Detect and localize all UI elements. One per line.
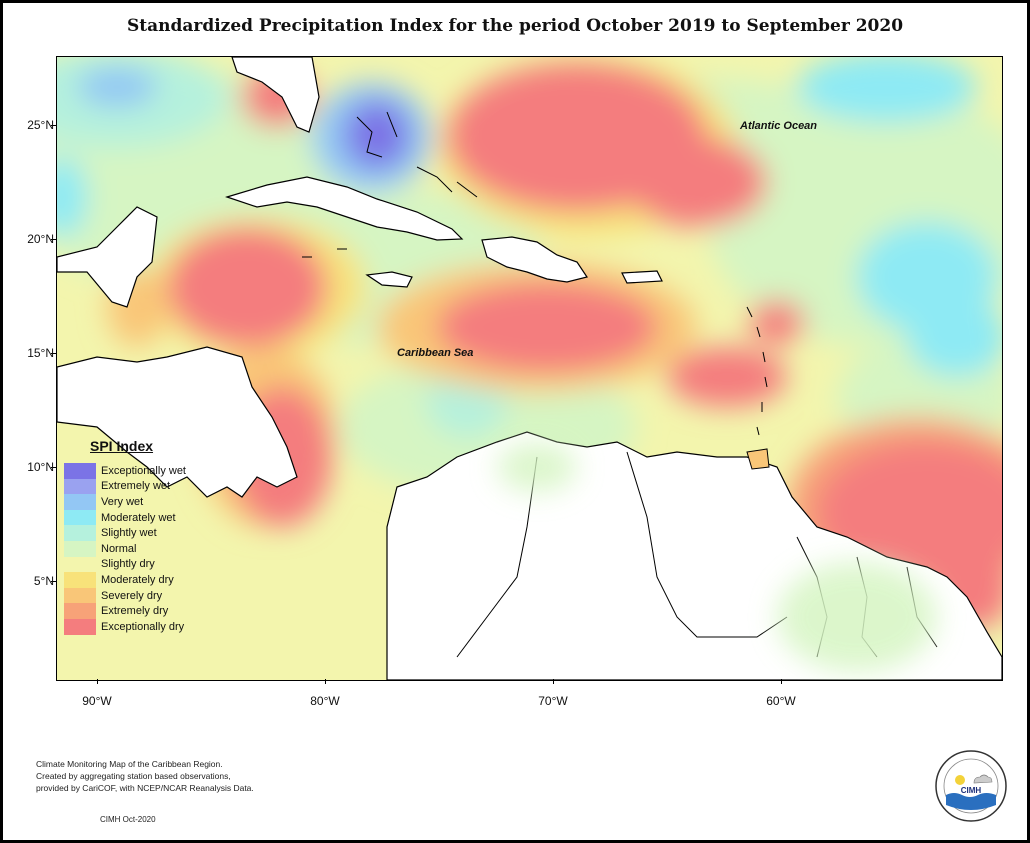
legend-label: Exceptionally wet [101,464,186,477]
legend-item: Extremely wet [64,478,204,495]
legend-label: Moderately dry [101,573,174,586]
map-title: Standardized Precipitation Index for the… [126,16,904,36]
legend-item: Slightly dry [64,556,204,573]
y-tickmark [51,239,56,240]
legend-item: Very wet [64,494,204,510]
legend-item: Exceptionally wet [64,463,204,479]
legend-label: Exceptionally dry [101,620,185,633]
legend-label: Slightly wet [101,527,157,540]
legend-label: Severely dry [101,589,163,602]
note-line: Climate Monitoring Map of the Caribbean … [36,759,223,769]
x-tickmark [553,679,554,684]
map-note: Climate Monitoring Map of the Caribbean … [36,758,254,794]
legend-label: Normal [101,542,137,555]
y-tick-label: 20°N [27,232,54,246]
legend-item: Extremely dry [64,603,204,619]
y-tick-label: 10°N [27,460,54,474]
y-tick-label: 5°N [33,574,54,588]
legend-item: Normal [64,540,204,557]
legend-title: SPI Index [90,438,154,454]
y-tickmark [51,581,56,582]
legend-label: Extremely wet [101,480,171,493]
legend-item: Exceptionally dry [64,618,204,635]
wave-icon [946,793,996,810]
y-tickmark [51,125,56,126]
legend-swatch [64,618,96,635]
y-tickmark [51,353,56,354]
legend-swatch [64,587,96,604]
x-tick-label: 70°W [538,694,568,708]
x-tick-label: 90°W [82,694,112,708]
caribbean-sea-label: Caribbean Sea [397,347,474,359]
spi-legend: SPI Index Exceptionally wet Extremely wet… [64,438,204,635]
x-tickmark [325,679,326,684]
legend-swatch [64,463,96,479]
sun-icon [955,775,965,785]
legend-label: Slightly dry [101,558,155,571]
cimh-logo: CIMH [935,750,1007,822]
spi-field [57,57,1002,680]
legend-item: Slightly wet [64,525,204,541]
x-tick-label: 80°W [310,694,340,708]
legend-label: Very wet [101,495,144,508]
y-tick-label: 15°N [27,346,54,360]
legend-swatch [64,603,96,619]
legend-label: Moderately wet [101,511,176,524]
credit: CIMH Oct-2020 [100,815,156,824]
x-tickmark [97,679,98,684]
legend-item: Moderately wet [64,509,204,526]
legend-label: Extremely dry [101,605,169,618]
cloud-icon [973,774,993,784]
legend-swatch [64,525,96,541]
atlantic-ocean-label: Atlantic Ocean [740,120,818,132]
logo-abbr: CIMH [961,786,982,795]
legend-swatch [64,556,96,573]
note-line: Created by aggregating station based obs… [36,771,231,781]
y-tickmark [51,467,56,468]
legend-swatch [64,540,96,557]
y-tick-label: 25°N [27,118,54,132]
x-tick-label: 60°W [766,694,796,708]
legend-swatch [64,509,96,526]
x-tickmark [781,679,782,684]
legend-item: Moderately dry [64,572,204,588]
note-line: provided by CariCOF, with NCEP/NCAR Rean… [36,783,254,793]
legend-swatch [64,572,96,588]
legend-rows: Exceptionally wet Extremely wet Very wet Mo… [64,463,204,635]
legend-swatch [64,478,96,495]
spi-map [56,56,1003,681]
legend-item: Severely dry [64,587,204,604]
legend-swatch [64,494,96,510]
